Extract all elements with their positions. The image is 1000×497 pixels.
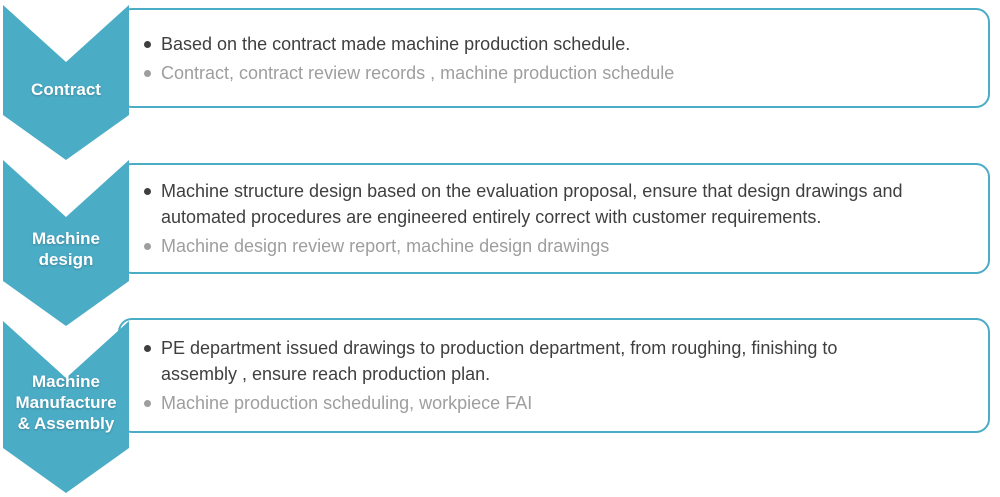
bullet-icon — [144, 188, 151, 195]
bullet-item-primary: Machine structure design based on the ev… — [144, 178, 964, 230]
bullet-text: Machine production scheduling, workpiece… — [161, 393, 533, 413]
bullet-icon — [144, 400, 151, 407]
chevron-machine-design: Machine design — [3, 160, 129, 326]
chevron-machine-manufacture-assembly: Machine Manufacture & Assembly — [3, 321, 129, 493]
bullet-text: Machine design review report, machine de… — [161, 236, 610, 256]
chevron-down-shape — [3, 160, 129, 326]
bullet-text: Contract, contract review records , mach… — [161, 62, 675, 83]
machine-manufacture-details-box: PE department issued drawings to product… — [118, 318, 990, 433]
bullet-item-secondary: Machine production scheduling, workpiece… — [144, 390, 964, 416]
bullet-icon — [144, 40, 151, 48]
contract-details-box: Based on the contract made machine produ… — [118, 8, 990, 108]
chevron-machine-manufacture-assembly-label: Machine Manufacture & Assembly — [15, 372, 117, 433]
chevron-contract: Contract — [3, 5, 129, 160]
chevron-contract-label: Contract — [31, 80, 101, 99]
chevron-down-shape — [3, 321, 129, 493]
bullet-text: PE department issued drawings to product… — [161, 338, 838, 384]
chevron-down-shape — [3, 5, 129, 160]
bullet-item-secondary: Machine design review report, machine de… — [144, 233, 964, 259]
bullet-item-secondary: Contract, contract review records , mach… — [144, 60, 964, 86]
bullet-text: Machine structure design based on the ev… — [161, 181, 903, 227]
bullet-item-primary: PE department issued drawings to product… — [144, 335, 964, 387]
bullet-text: Based on the contract made machine produ… — [161, 33, 631, 54]
bullet-icon — [144, 243, 151, 250]
chevron-machine-design-label: Machine design — [31, 229, 101, 269]
bullet-icon — [144, 69, 151, 77]
machine-design-details-box: Machine structure design based on the ev… — [118, 163, 990, 274]
bullet-item-primary: Based on the contract made machine produ… — [144, 31, 964, 57]
bullet-icon — [144, 345, 151, 352]
